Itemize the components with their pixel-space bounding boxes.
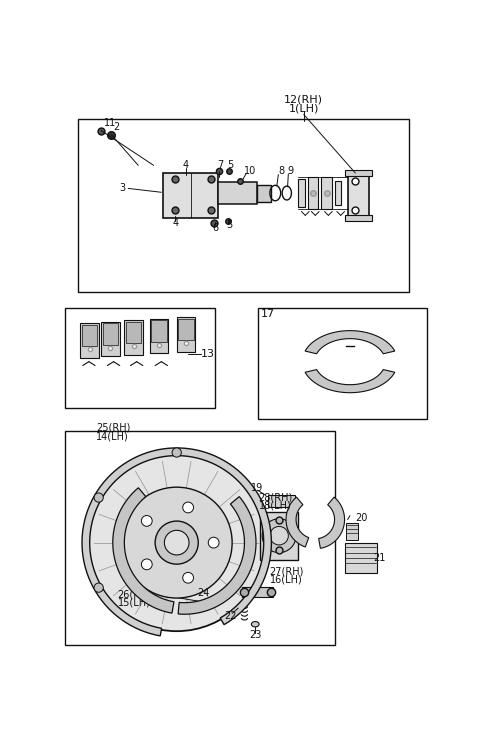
Ellipse shape <box>252 621 259 627</box>
Bar <box>81 323 99 358</box>
Bar <box>346 523 359 540</box>
Circle shape <box>88 454 265 631</box>
Bar <box>65 308 215 408</box>
Polygon shape <box>305 369 395 393</box>
Bar <box>177 317 195 352</box>
Text: 20: 20 <box>355 513 368 523</box>
Bar <box>348 173 369 218</box>
Bar <box>163 173 218 218</box>
Bar <box>299 179 304 207</box>
Text: 16(LH): 16(LH) <box>270 575 303 584</box>
Polygon shape <box>178 497 256 615</box>
Text: 22: 22 <box>224 611 237 620</box>
Circle shape <box>172 448 181 457</box>
Bar <box>345 542 377 573</box>
Bar <box>178 319 193 340</box>
Text: 3: 3 <box>120 183 126 194</box>
Text: 28(RH): 28(RH) <box>258 493 292 503</box>
Text: 18(LH): 18(LH) <box>259 500 292 511</box>
Text: 17: 17 <box>261 309 275 319</box>
Text: 13: 13 <box>201 349 215 359</box>
Bar <box>260 512 299 559</box>
Circle shape <box>183 502 193 513</box>
Circle shape <box>94 583 103 592</box>
Circle shape <box>155 521 198 565</box>
Circle shape <box>94 493 103 502</box>
Bar <box>257 185 271 202</box>
Circle shape <box>164 531 189 555</box>
Circle shape <box>270 526 288 545</box>
Bar <box>78 119 409 292</box>
Polygon shape <box>305 330 395 354</box>
Bar <box>124 320 143 355</box>
Bar <box>322 177 332 209</box>
Text: 4: 4 <box>183 160 189 170</box>
Bar <box>82 325 97 346</box>
Bar <box>65 431 335 645</box>
Bar <box>103 323 118 344</box>
Circle shape <box>121 487 232 598</box>
Circle shape <box>142 559 152 570</box>
Bar <box>218 183 257 204</box>
Text: 10: 10 <box>244 166 256 177</box>
Bar <box>242 587 273 596</box>
Text: 7: 7 <box>217 160 224 170</box>
Text: 14(LH): 14(LH) <box>96 431 129 442</box>
Text: 5: 5 <box>228 160 234 170</box>
Bar <box>101 322 120 356</box>
Circle shape <box>183 573 193 583</box>
Bar <box>345 170 372 176</box>
Text: 9: 9 <box>288 166 294 177</box>
Bar <box>308 177 318 209</box>
Bar <box>151 320 167 342</box>
Text: 26(RH): 26(RH) <box>117 590 152 600</box>
Text: 6: 6 <box>212 224 218 233</box>
Polygon shape <box>82 448 271 636</box>
Text: 23: 23 <box>249 630 262 640</box>
Text: 19: 19 <box>252 483 264 493</box>
Text: 21: 21 <box>373 553 385 563</box>
Bar <box>345 215 372 221</box>
Text: 2: 2 <box>114 122 120 132</box>
Text: 25(RH): 25(RH) <box>96 422 130 432</box>
Bar <box>267 495 295 507</box>
Text: 24: 24 <box>197 589 210 598</box>
Text: 8: 8 <box>278 166 285 177</box>
Text: 4: 4 <box>172 218 178 228</box>
Text: 11: 11 <box>104 118 116 128</box>
Bar <box>126 322 141 343</box>
Circle shape <box>262 519 296 553</box>
Circle shape <box>208 537 219 548</box>
Bar <box>258 308 427 420</box>
Text: 12(RH): 12(RH) <box>284 95 323 105</box>
Bar <box>335 181 341 205</box>
Circle shape <box>142 515 152 526</box>
Polygon shape <box>113 488 174 613</box>
Polygon shape <box>286 497 309 547</box>
Bar <box>150 319 168 353</box>
Text: 15(LH): 15(LH) <box>118 598 151 608</box>
Text: 27(RH): 27(RH) <box>270 566 304 576</box>
Text: 1(LH): 1(LH) <box>288 103 319 113</box>
Text: 5: 5 <box>226 220 232 230</box>
Polygon shape <box>319 497 345 548</box>
